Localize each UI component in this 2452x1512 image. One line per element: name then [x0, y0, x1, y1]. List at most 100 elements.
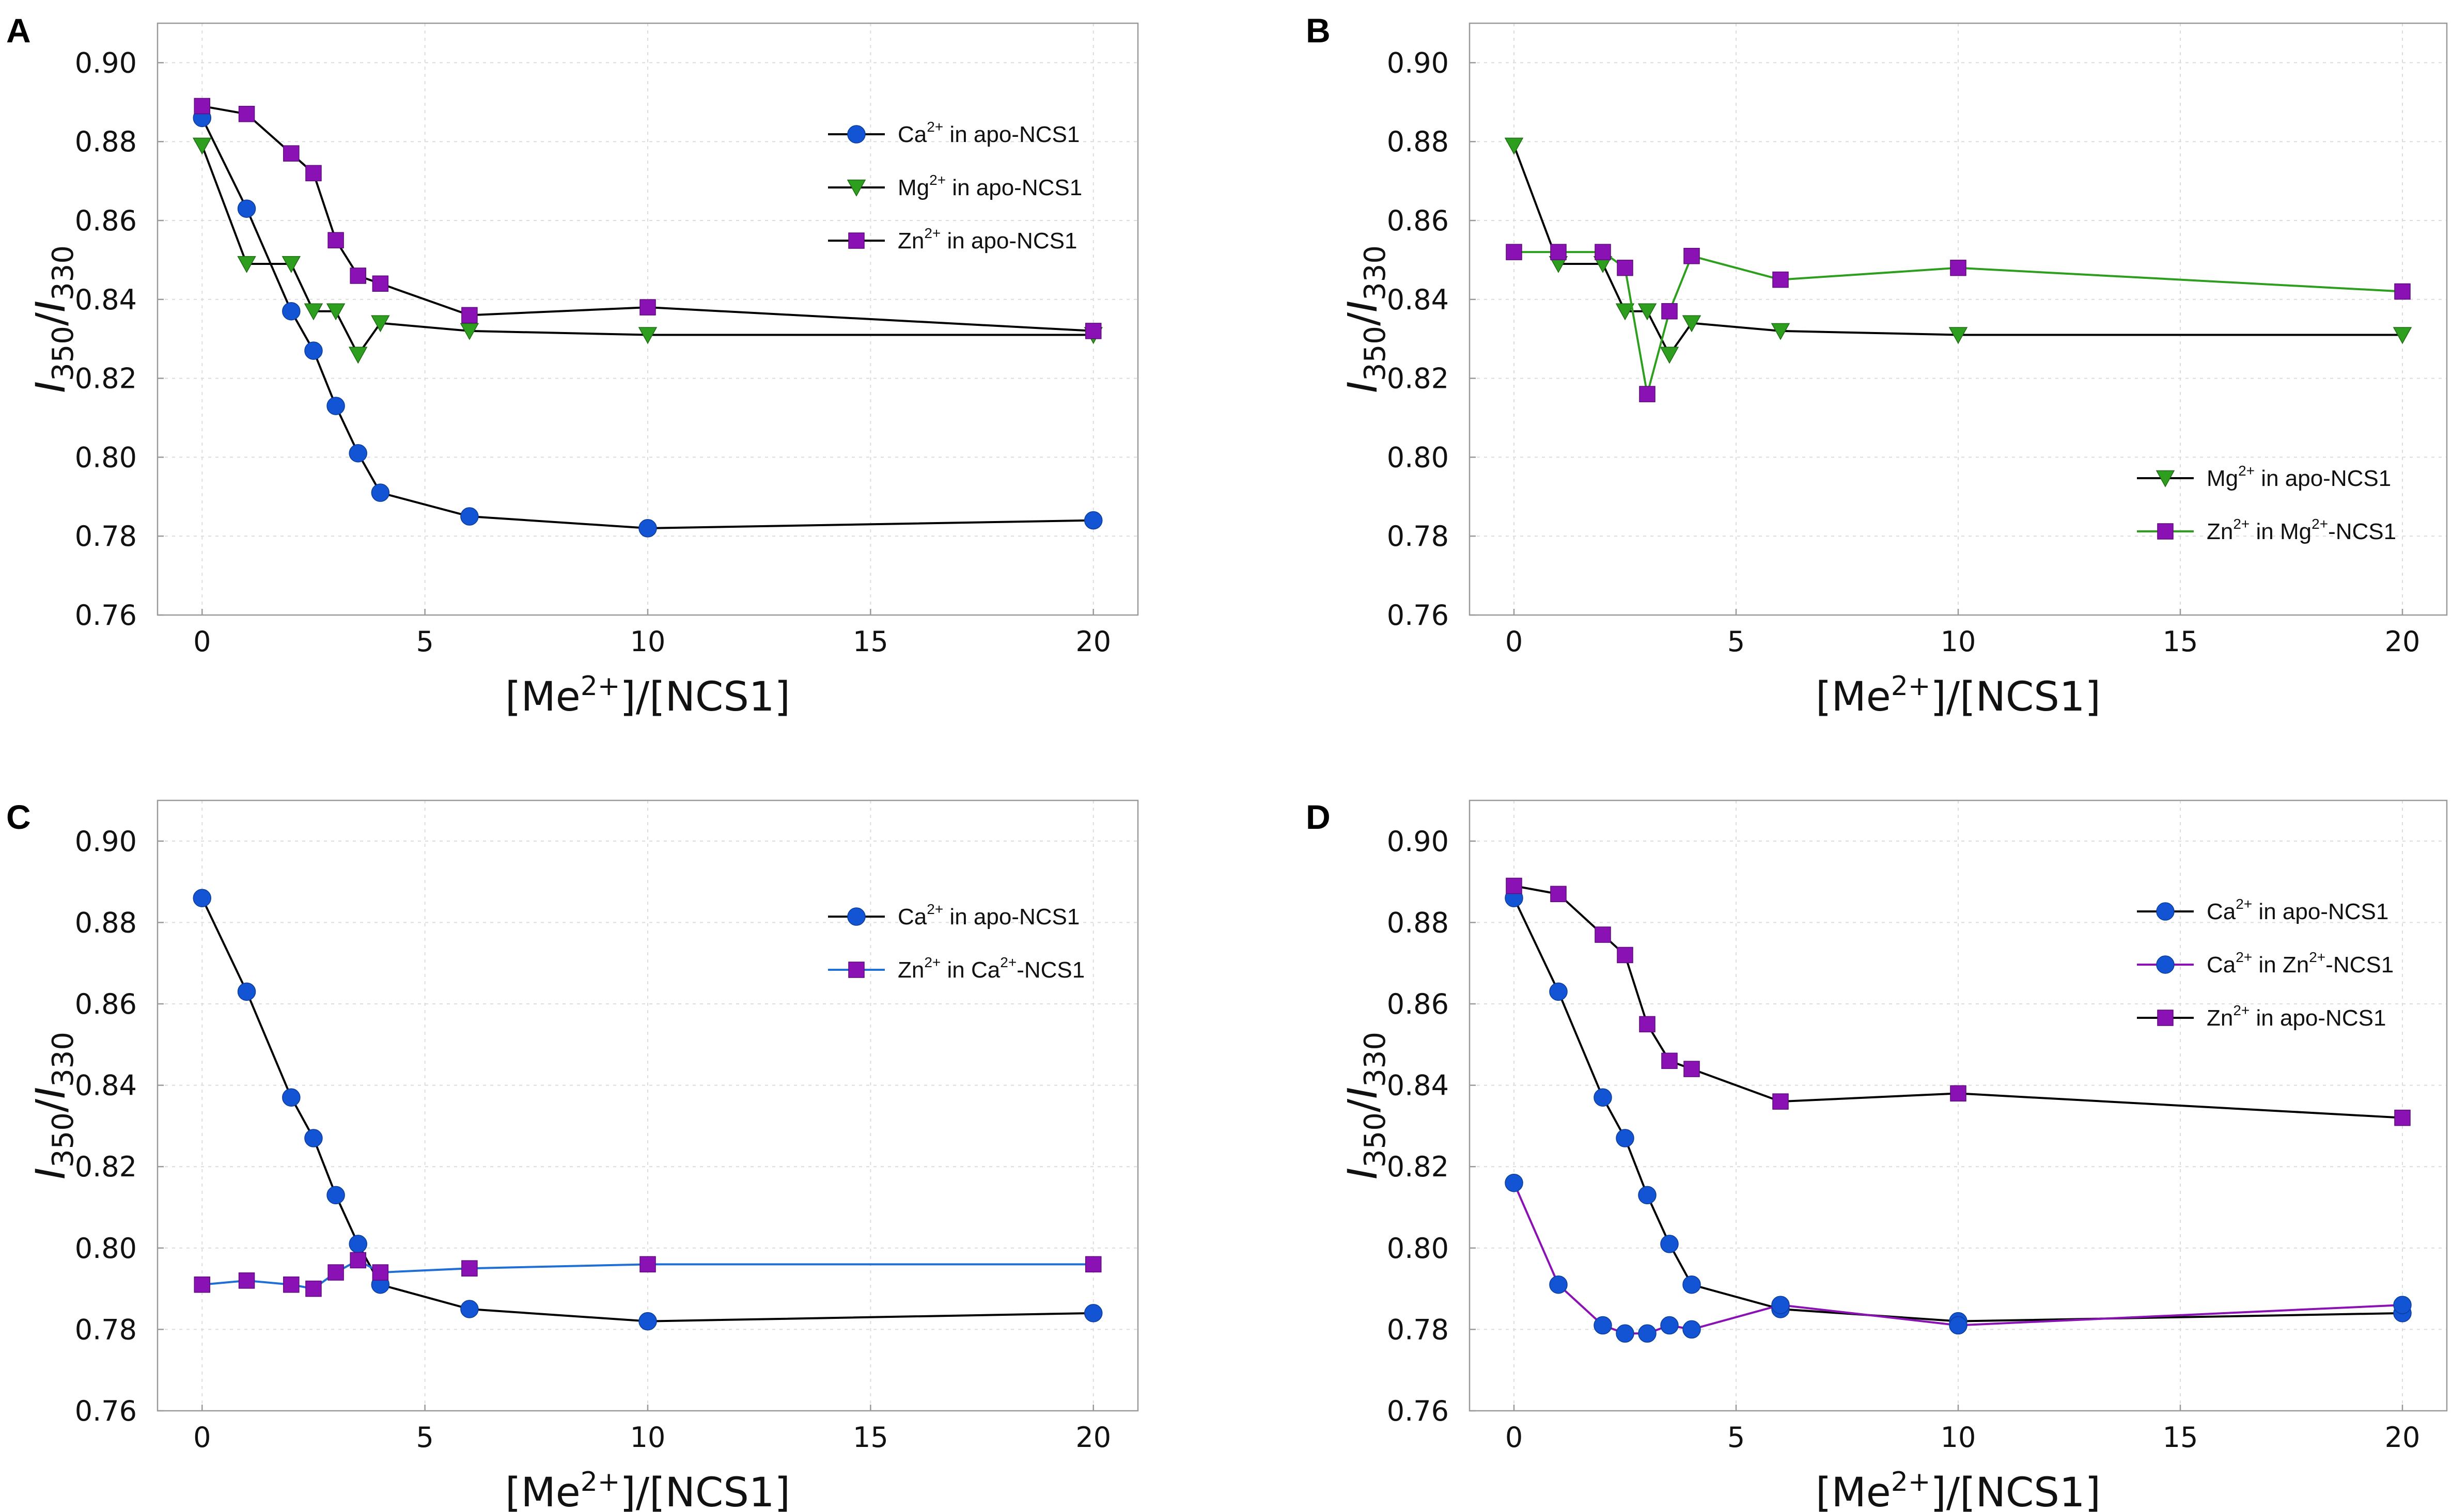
- legend-marker: [847, 125, 866, 144]
- data-point: [2394, 283, 2411, 300]
- x-tick-label: 20: [2385, 625, 2420, 658]
- data-point: [2393, 1296, 2412, 1314]
- data-point: [1637, 303, 1657, 321]
- y-tick-label: 0.84: [1387, 284, 1449, 316]
- series-b-1: [1506, 244, 2411, 402]
- y-axis-title: I350/I330: [28, 1032, 80, 1179]
- data-point: [1504, 137, 1524, 155]
- y-tick-label: 0.90: [75, 46, 137, 79]
- legend-label: Ca2+ in apo-NCS1: [898, 119, 1080, 147]
- panel-d: D 0 5 10 15 20 0.76 0.78 0.80 0.82 0.84 0.86 0.88 0.9…: [1306, 798, 2448, 1512]
- y-tick-label: 0.78: [75, 520, 137, 553]
- panel-c: C 0 5 10 15 20 0.76 0.78 0.80 0.82 0.84 0.86 0.88 0.9…: [6, 798, 1139, 1512]
- data-point: [1549, 982, 1568, 1001]
- data-point: [1683, 248, 1700, 264]
- x-tick-label: 15: [2163, 1421, 2198, 1454]
- series-d-2: [1506, 877, 2411, 1126]
- panel-letter-c: C: [6, 798, 31, 836]
- legend-label: Mg2+ in apo-NCS1: [898, 172, 1082, 200]
- y-tick-label: 0.86: [75, 204, 137, 237]
- x-tick-label: 10: [630, 625, 666, 658]
- data-point: [305, 1280, 322, 1297]
- panel-letter-b: B: [1306, 11, 1331, 50]
- data-point: [350, 267, 366, 284]
- data-point: [1594, 1316, 1612, 1335]
- series-line: [201, 117, 1094, 529]
- legend-marker: [2157, 1010, 2174, 1026]
- y-tick-label: 0.88: [1387, 125, 1449, 158]
- legend-d: Ca2+ in apo-NCS1 Ca2+ in Zn2+-NCS1 Zn2+ in…: [2137, 896, 2394, 1031]
- x-tick-label: 5: [416, 1421, 433, 1454]
- y-tick-label: 0.88: [75, 906, 137, 939]
- series-line: [201, 145, 1094, 357]
- series-d-1: [1505, 1173, 2412, 1343]
- y-tick-label: 0.88: [75, 125, 137, 158]
- legend-label: Ca2+ in apo-NCS1: [898, 901, 1080, 930]
- y-tick-label: 0.84: [1387, 1069, 1449, 1102]
- data-point: [193, 889, 212, 907]
- data-point: [1660, 1235, 1679, 1253]
- x-axis-title: [Me2+]/[NCS1]: [1816, 1467, 2101, 1512]
- y-tick-label: 0.88: [1387, 906, 1449, 939]
- data-point: [1661, 1052, 1678, 1069]
- data-point: [1505, 1173, 1523, 1192]
- series-line: [1513, 145, 2402, 357]
- data-point: [639, 1256, 656, 1273]
- data-point: [638, 327, 658, 344]
- data-point: [1682, 1275, 1701, 1294]
- x-axis-title: [Me2+]/[NCS1]: [505, 1467, 790, 1512]
- data-point: [371, 315, 390, 333]
- data-point: [326, 303, 346, 321]
- series-line: [201, 105, 1094, 332]
- y-tick-label: 0.78: [1387, 520, 1449, 553]
- y-tick-label: 0.82: [75, 363, 137, 395]
- y-tick-label: 0.82: [1387, 1151, 1449, 1183]
- data-point: [1615, 303, 1635, 321]
- data-point: [304, 303, 323, 321]
- y-tick-label: 0.80: [1387, 441, 1449, 474]
- data-point: [237, 199, 256, 218]
- data-point: [326, 397, 345, 415]
- legend-marker: [848, 232, 865, 249]
- series-line: [202, 1259, 1094, 1290]
- legend-label: Mg2+ in apo-NCS1: [2207, 463, 2391, 491]
- y-tick-label: 0.78: [1387, 1313, 1449, 1346]
- data-point: [327, 1264, 344, 1281]
- legend-label: Ca2+ in apo-NCS1: [2207, 896, 2388, 924]
- data-point: [1550, 886, 1567, 902]
- data-point: [1950, 259, 1966, 276]
- data-point: [1950, 1085, 1966, 1102]
- x-tick-label: 15: [853, 1421, 888, 1454]
- data-point: [1771, 323, 1790, 340]
- y-tick-label: 0.78: [75, 1313, 137, 1346]
- panel-b: B 0 5 10 15 20 0.76 0.78 0.80 0.82 0.84 0.86 0.88 0.9…: [1306, 11, 2448, 720]
- data-point: [327, 232, 344, 248]
- y-tick-label: 0.86: [75, 988, 137, 1020]
- data-point: [1771, 1296, 1790, 1314]
- legend-marker: [848, 962, 865, 978]
- data-point: [638, 1312, 657, 1331]
- data-point: [1682, 1320, 1701, 1339]
- series-b-0: [1504, 137, 2412, 364]
- data-point: [283, 1276, 300, 1293]
- data-point: [1616, 1324, 1634, 1343]
- data-point: [194, 1276, 211, 1293]
- y-tick-label: 0.82: [75, 1151, 137, 1183]
- data-point: [282, 256, 301, 273]
- data-point: [1638, 1324, 1657, 1343]
- data-point: [1772, 1093, 1789, 1110]
- data-point: [238, 105, 255, 122]
- data-point: [348, 346, 368, 364]
- data-point: [2394, 1109, 2411, 1126]
- data-point: [1084, 511, 1103, 530]
- panel-letter-a: A: [6, 11, 31, 50]
- legend-marker: [847, 179, 866, 197]
- data-point: [371, 483, 390, 502]
- data-point: [1683, 1061, 1700, 1077]
- data-point: [349, 444, 367, 463]
- x-tick-label: 15: [2163, 625, 2198, 658]
- x-axis-title: [Me2+]/[NCS1]: [1816, 671, 2101, 720]
- data-point: [1550, 244, 1567, 260]
- y-tick-label: 0.90: [1387, 46, 1449, 79]
